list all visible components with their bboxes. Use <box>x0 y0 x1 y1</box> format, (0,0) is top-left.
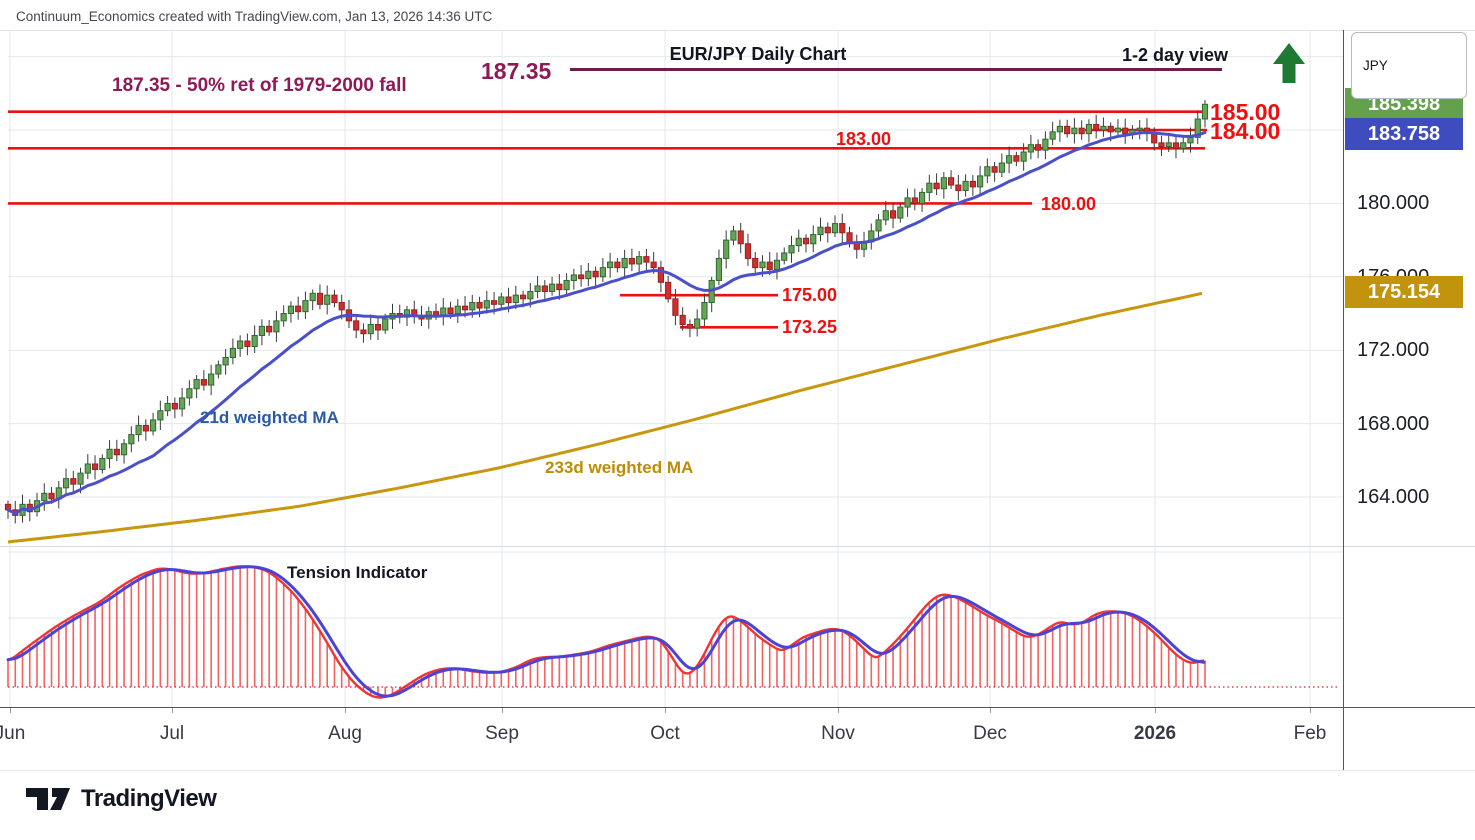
fib-note-label: 187.35 - 50% ret of 1979-2000 fall <box>112 75 407 96</box>
price-level-label: 185.00 <box>1210 98 1281 125</box>
chart-canvas[interactable] <box>0 30 1343 708</box>
time-axis-tick <box>10 708 11 713</box>
pane-separator[interactable] <box>0 546 1475 547</box>
chart-title: EUR/JPY Daily Chart <box>669 44 847 64</box>
bullish-arrow-icon <box>1266 40 1312 91</box>
time-axis-label: 2026 <box>1133 723 1177 744</box>
time-axis-tick <box>172 708 173 713</box>
time-axis-label: Sep <box>485 723 519 744</box>
price-level-label: 175.00 <box>782 285 838 305</box>
time-axis-tick <box>1155 708 1156 713</box>
price-badge: 183.758 <box>1345 118 1463 151</box>
time-axis-border <box>0 707 1475 708</box>
attribution-text: Continuum_Economics created with Trading… <box>16 9 493 24</box>
price-level-label: 173.25 <box>782 317 838 337</box>
time-axis-label: Feb <box>1293 723 1327 744</box>
tradingview-logo-icon <box>26 788 70 810</box>
price-level-label: 184.00 <box>1210 117 1281 144</box>
time-axis-tick <box>665 708 666 713</box>
ma233-label: 233d weighted MA <box>545 458 694 477</box>
price-scale-tick: 164.000 <box>1357 486 1430 508</box>
tradingview-logo-text: TradingView <box>81 785 217 812</box>
time-axis-tick <box>838 708 839 713</box>
time-axis-tick <box>502 708 503 713</box>
ma21-label: 21d weighted MA <box>200 408 339 427</box>
price-scale-tick: 172.000 <box>1357 339 1430 362</box>
time-axis-label: Nov <box>821 723 855 744</box>
view-horizon-label: 1-2 day view <box>1122 45 1229 65</box>
time-axis-tick <box>990 708 991 713</box>
time-axis-label: Dec <box>973 723 1007 744</box>
time-axis-label: Aug <box>328 723 362 744</box>
chart-frame <box>0 30 1475 771</box>
price-scale-border <box>1343 30 1344 770</box>
fib-level-label: 187.35 <box>481 58 552 84</box>
currency-label: JPY <box>1363 58 1388 73</box>
time-axis-label: Oct <box>650 723 680 744</box>
price-badge: 175.154 <box>1345 276 1463 309</box>
price-scale-tick: 168.000 <box>1357 412 1430 435</box>
time-axis-tick <box>1310 708 1311 713</box>
time-axis-label: Jul <box>159 723 185 744</box>
price-level-label: 180.00 <box>1041 194 1097 214</box>
currency-badge: JPY <box>1351 32 1467 99</box>
time-axis-tick <box>345 708 346 713</box>
tradingview-logo[interactable]: TradingView <box>24 784 217 814</box>
tension-indicator-label: Tension Indicator <box>287 563 428 582</box>
price-level-label: 183.00 <box>836 129 892 149</box>
chart-bottom-border <box>0 770 1475 771</box>
time-axis-label: Jun <box>0 723 26 744</box>
price-scale-tick: 180.000 <box>1357 192 1430 215</box>
fib-retracement-line <box>570 67 1222 71</box>
